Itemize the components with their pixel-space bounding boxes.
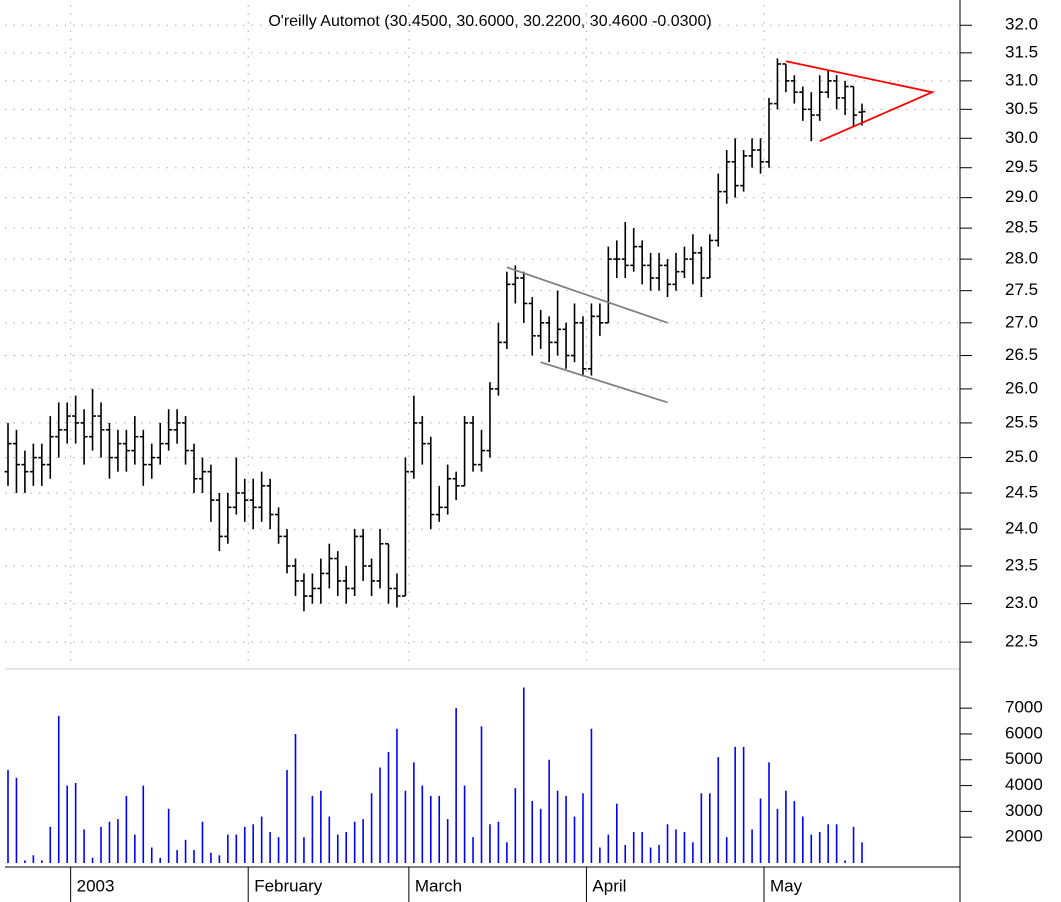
y-tick-label: 31.5	[1005, 42, 1038, 61]
x-tick-label: April	[592, 876, 626, 895]
x-tick-label: February	[254, 876, 323, 895]
chart-title: O'reilly Automot (30.4500, 30.6000, 30.2…	[268, 13, 711, 30]
y-tick-label: 27.5	[1005, 280, 1038, 299]
y-tick-label: 24.0	[1005, 519, 1038, 538]
y-tick-label: 23.0	[1005, 593, 1038, 612]
volume-tick-label: 6000	[1005, 723, 1043, 742]
y-tick-label: 24.5	[1005, 482, 1038, 501]
y-tick-label: 26.0	[1005, 378, 1038, 397]
trendline	[506, 266, 668, 324]
y-tick-label: 28.0	[1005, 249, 1038, 268]
x-tick-label: May	[770, 876, 803, 895]
y-tick-label: 25.5	[1005, 412, 1038, 431]
y-tick-label: 29.5	[1005, 157, 1038, 176]
y-tick-label: 32.0	[1005, 15, 1038, 34]
y-tick-label: 26.5	[1005, 345, 1038, 364]
y-tick-label: 28.5	[1005, 218, 1038, 237]
y-tick-label: 30.0	[1005, 128, 1038, 147]
trendline	[785, 60, 936, 143]
y-tick-label: 31.0	[1005, 70, 1038, 89]
x-tick-label: March	[415, 876, 462, 895]
volume-tick-label: 7000	[1005, 698, 1043, 717]
y-tick-label: 30.5	[1005, 99, 1038, 118]
volume-tick-label: 2000	[1005, 827, 1043, 846]
y-tick-label: 27.0	[1005, 312, 1038, 331]
trendline	[540, 361, 668, 404]
volume-tick-label: 5000	[1005, 749, 1043, 768]
volume-tick-label: 4000	[1005, 775, 1043, 794]
y-tick-label: 23.5	[1005, 555, 1038, 574]
y-tick-label: 29.0	[1005, 187, 1038, 206]
y-tick-label: 25.0	[1005, 447, 1038, 466]
volume-tick-label: 3000	[1005, 801, 1043, 820]
x-tick-label: 2003	[77, 876, 115, 895]
y-tick-label: 22.5	[1005, 632, 1038, 651]
